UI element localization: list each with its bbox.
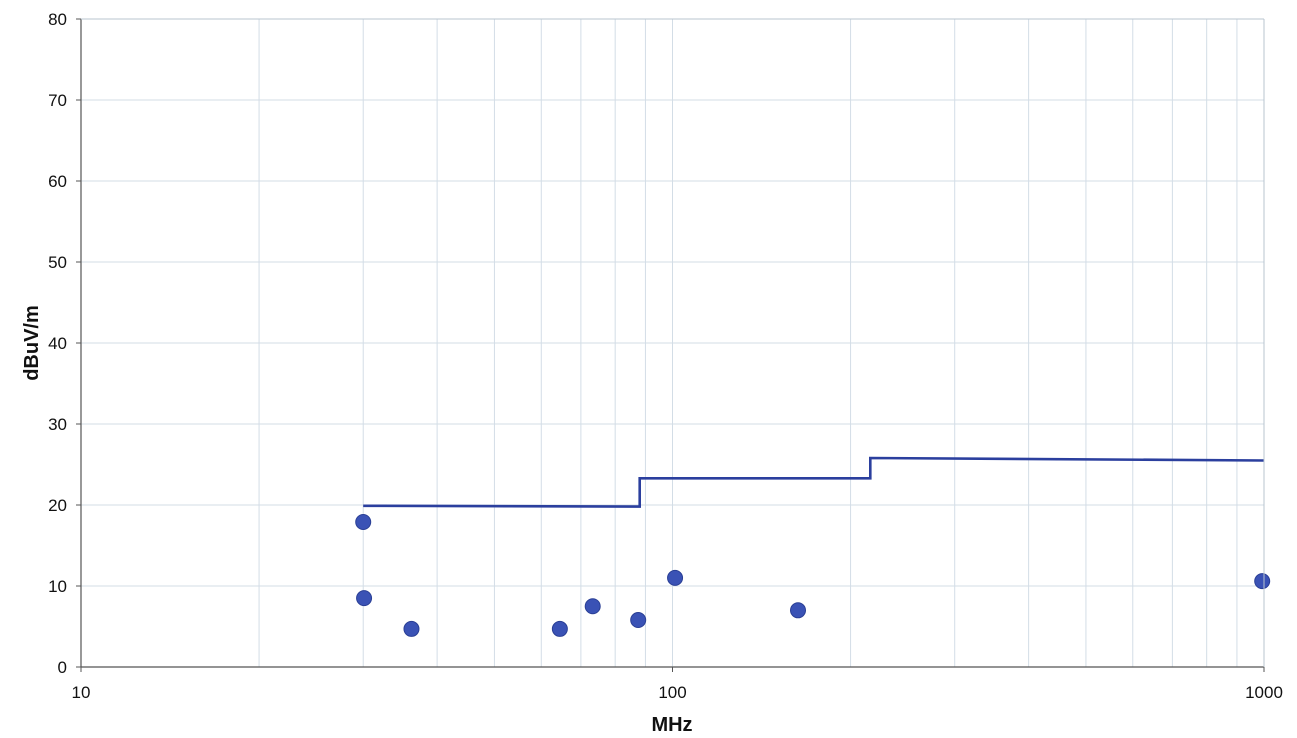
x-tick-label: 100 (658, 683, 686, 702)
grid (81, 19, 1264, 667)
data-point (790, 602, 807, 619)
y-tick-label: 30 (48, 415, 67, 434)
y-tick-label: 20 (48, 496, 67, 515)
x-axis-title: MHz (651, 714, 692, 736)
data-point (403, 620, 420, 637)
series-layer (355, 456, 1271, 637)
y-tick-label: 50 (48, 253, 67, 272)
y-tick-label: 80 (48, 10, 67, 29)
data-point (551, 620, 568, 637)
axes (76, 18, 1265, 672)
limit-line (363, 456, 1265, 508)
data-point (355, 514, 372, 531)
y-tick-label: 60 (48, 172, 67, 191)
data-point (1254, 573, 1271, 590)
data-point (630, 612, 647, 629)
data-point (356, 590, 373, 607)
y-tick-label: 10 (48, 577, 67, 596)
y-axis-title: dBuV/m (21, 305, 43, 381)
x-tick-label: 1000 (1245, 683, 1283, 702)
x-tick-label: 10 (72, 683, 91, 702)
y-tick-label: 40 (48, 334, 67, 353)
data-point (667, 569, 684, 586)
tick-labels: 0 10 20 30 40 50 60 70 80 10 100 1000 (48, 10, 1283, 702)
y-tick-label: 70 (48, 91, 67, 110)
data-point (584, 598, 601, 615)
y-tick-label: 0 (58, 658, 67, 677)
